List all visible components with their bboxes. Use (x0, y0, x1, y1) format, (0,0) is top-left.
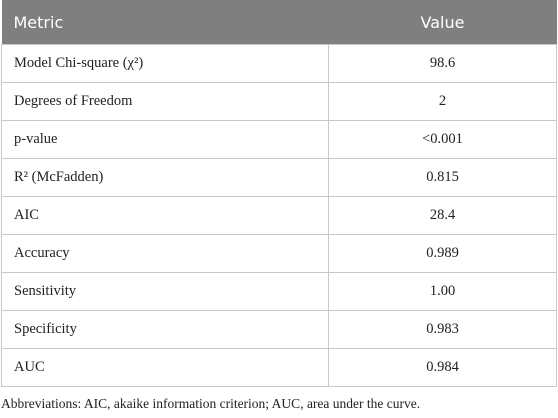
value-cell: <0.001 (328, 120, 557, 159)
metric-cell: p-value (1, 120, 329, 159)
value-cell: 0.989 (328, 234, 557, 273)
header-row: Metric Value (1, 0, 557, 45)
metric-cell: AUC (1, 348, 329, 387)
header-cell: Metric (1, 0, 329, 45)
table-row: R² (McFadden) 0.815 (1, 158, 557, 197)
metric-cell: AIC (1, 196, 329, 235)
value-cell: 28.4 (328, 196, 557, 235)
value-cell: 0.815 (328, 158, 557, 197)
metric-cell: Specificity (1, 310, 329, 349)
value-cell: 0.984 (328, 348, 557, 387)
table-row: p-value <0.001 (1, 120, 557, 159)
table-row: Model Chi-square (χ²) 98.6 (1, 44, 557, 83)
value-cell: 1.00 (328, 272, 557, 311)
header-cell: Value (328, 0, 557, 45)
footnote: Abbreviations: AIC, akaike information c… (1, 396, 421, 411)
value-cell: 2 (328, 82, 557, 121)
metric-cell: Degrees of Freedom (1, 82, 329, 121)
metrics-table: Metric Value Model Chi-square (χ²) 98.6 Deg… (1, 0, 557, 387)
table-body: Model Chi-square (χ²) 98.6 Degrees of Free… (1, 44, 557, 387)
table-row: AIC 28.4 (1, 196, 557, 235)
table-row: Sensitivity 1.00 (1, 272, 557, 311)
table-row: AUC 0.984 (1, 348, 557, 387)
value-cell: 0.983 (328, 310, 557, 349)
table-row: Specificity 0.983 (1, 310, 557, 349)
table-row: Accuracy 0.989 (1, 234, 557, 273)
table-row: Degrees of Freedom 2 (1, 82, 557, 121)
metric-cell: Model Chi-square (χ²) (1, 44, 329, 83)
metric-cell: Sensitivity (1, 272, 329, 311)
metric-cell: Accuracy (1, 234, 329, 273)
metric-cell: R² (McFadden) (1, 158, 329, 197)
value-cell: 98.6 (328, 44, 557, 83)
